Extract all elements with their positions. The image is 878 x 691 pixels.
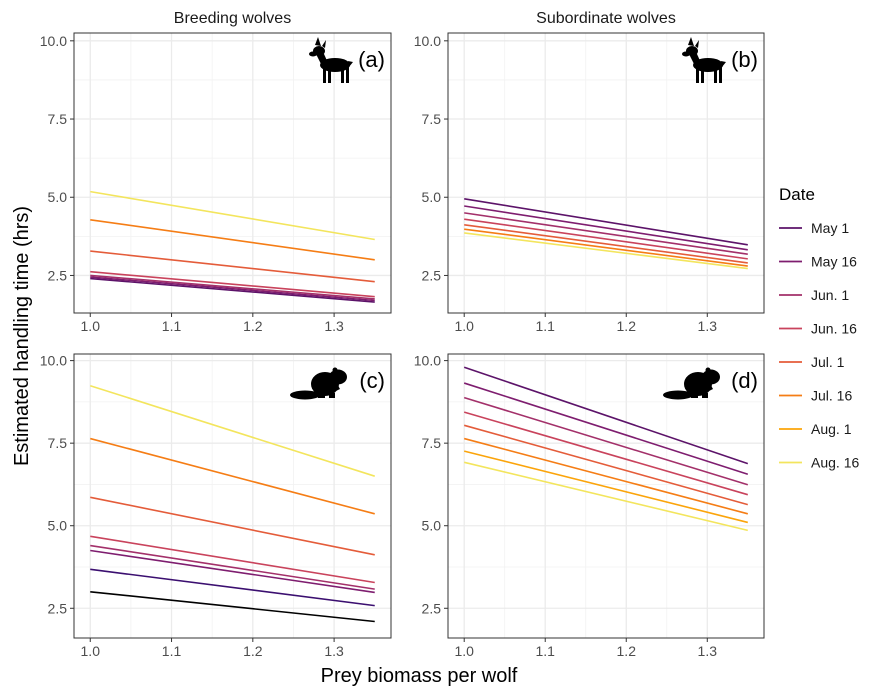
legend-label-5: Jul. 16 [811, 388, 852, 404]
x-tick-label: 1.2 [243, 318, 263, 334]
x-tick-label: 1.2 [243, 643, 263, 659]
x-tick-label: 1.2 [617, 643, 637, 659]
x-tick-label: 1.0 [454, 643, 474, 659]
series-line-4 [464, 223, 748, 264]
y-tick-label: 10.0 [414, 33, 441, 49]
series-line-2 [464, 212, 748, 255]
panel-tag: (b) [731, 47, 758, 72]
y-tick-label: 7.5 [422, 435, 442, 451]
legend-title: Date [779, 185, 815, 204]
x-tick-label: 1.3 [698, 318, 718, 334]
series-line-3 [90, 270, 375, 298]
panel-border [447, 353, 765, 639]
x-tick-label: 1.1 [162, 318, 182, 334]
series-line-1 [90, 276, 375, 302]
x-tick-label: 1.1 [535, 643, 555, 659]
y-axis-title: Estimated handling time (hrs) [11, 206, 33, 466]
x-tick-label: 1.1 [162, 643, 182, 659]
legend-label-1: May 16 [811, 254, 857, 270]
panel-c: 1.0 1.1 1.2 1.3 2.5 5.0 7.5 10.0 (c) [40, 353, 392, 659]
x-tick-label: 1.3 [324, 318, 344, 334]
y-tick-label: 5.0 [48, 189, 68, 205]
series-line-2 [463, 396, 749, 486]
panel-background [74, 354, 391, 638]
series-line-7 [90, 384, 375, 477]
series-line-6 [90, 437, 375, 515]
x-tick-label: 1.2 [617, 318, 637, 334]
panel-border [73, 32, 392, 314]
series-line-6 [90, 190, 375, 241]
series-line-0 [90, 590, 375, 623]
legend-label-3: Jun. 16 [811, 321, 857, 337]
y-tick-label: 5.0 [422, 518, 442, 534]
y-tick-label: 5.0 [48, 518, 68, 534]
y-tick-label: 2.5 [48, 600, 68, 616]
series-line-2 [90, 274, 375, 300]
y-tick-label: 5.0 [422, 189, 442, 205]
series-line-5 [463, 437, 749, 515]
panel-tag: (d) [731, 368, 758, 393]
series-line-4 [90, 250, 375, 283]
x-tick-label: 1.0 [454, 318, 474, 334]
x-tick-label: 1.0 [81, 643, 101, 659]
panel-tag: (a) [358, 47, 385, 72]
series-line-6 [464, 450, 748, 524]
column-title-1: Subordinate wolves [536, 10, 676, 27]
series-line-3 [463, 411, 749, 496]
series-line-4 [463, 424, 749, 506]
x-tick-label: 1.1 [535, 318, 555, 334]
series-line-5 [90, 496, 375, 556]
series-line-5 [90, 218, 375, 261]
series-line-4 [90, 535, 375, 584]
x-tick-label: 1.0 [81, 318, 101, 334]
y-tick-label: 2.5 [48, 267, 68, 283]
x-tick-label: 1.3 [698, 643, 718, 659]
series-line-1 [90, 568, 375, 607]
y-tick-label: 7.5 [422, 111, 442, 127]
legend-label-0: May 1 [811, 220, 849, 236]
legend-label-7: Aug. 16 [811, 455, 859, 471]
series-line-3 [90, 544, 375, 590]
panel-b: 1.0 1.1 1.2 1.3 2.5 5.0 7.5 10.0 (b) [414, 32, 765, 334]
panel-border [73, 353, 392, 639]
legend: Date May 1 May 16 Jun. 1 Jun. 16 Jul. 1 Jul. 1… [779, 185, 859, 471]
y-tick-label: 10.0 [40, 353, 67, 369]
y-tick-label: 7.5 [48, 111, 68, 127]
y-tick-label: 10.0 [414, 353, 441, 369]
series-line-3 [464, 218, 748, 260]
series-line-7 [464, 461, 748, 532]
series-line-0 [464, 198, 748, 246]
series-line-2 [90, 549, 375, 594]
y-tick-label: 10.0 [40, 33, 67, 49]
series-line-5 [464, 228, 748, 267]
legend-label-4: Jul. 1 [811, 354, 845, 370]
series-line-0 [90, 277, 375, 303]
x-axis-title: Prey biomass per wolf [321, 665, 518, 687]
panel-tag: (c) [359, 368, 385, 393]
y-tick-label: 7.5 [48, 435, 68, 451]
panel-border [447, 32, 765, 314]
series-line-1 [463, 382, 749, 475]
legend-label-6: Aug. 1 [811, 421, 852, 437]
series-line-1 [464, 205, 748, 251]
y-tick-label: 2.5 [422, 600, 442, 616]
panel-a: 1.0 1.1 1.2 1.3 2.5 5.0 7.5 10.0 (a) [40, 32, 392, 334]
legend-label-2: Jun. 1 [811, 287, 849, 303]
y-tick-label: 2.5 [422, 267, 442, 283]
series-line-0 [463, 366, 749, 465]
panel-d: 1.0 1.1 1.2 1.3 2.5 5.0 7.5 10.0 (d) [414, 353, 765, 659]
column-title-0: Breeding wolves [174, 10, 291, 27]
series-line-6 [464, 232, 748, 270]
x-tick-label: 1.3 [324, 643, 344, 659]
